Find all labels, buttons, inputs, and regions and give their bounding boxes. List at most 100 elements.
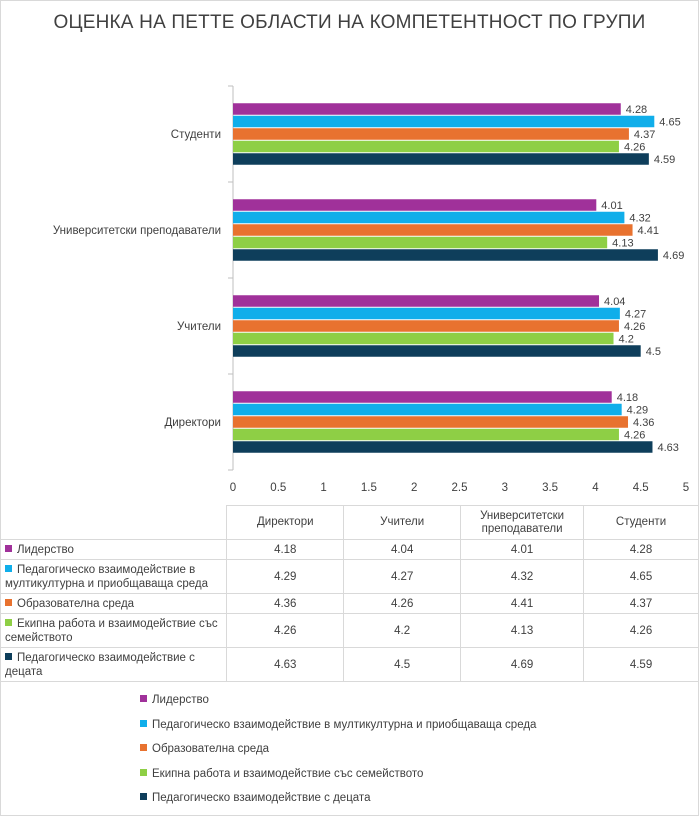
bar	[233, 224, 633, 236]
table-row: Педагогическо взаимодействие в мултикулту…	[0, 559, 699, 594]
legend-item: Образователна среда	[140, 737, 536, 762]
bar	[233, 320, 619, 332]
table-column-header-line: Учители	[380, 516, 425, 528]
data-label: 4.27	[625, 308, 646, 320]
table-row-label-text: Лидерство	[17, 543, 74, 556]
table-cell: 4.41	[460, 593, 585, 614]
data-label: 4.29	[627, 404, 648, 416]
data-label: 4.26	[624, 429, 645, 441]
legend-key-swatch	[5, 618, 12, 626]
table-column-header-line: Студенти	[615, 516, 667, 528]
bar-chart-plot: 0 0.5 1 1.5 2 2.5 3 3.5 4 4.5 5Директори4.184.294.…	[53, 85, 689, 494]
table-cell: 4.5	[343, 647, 462, 682]
bar	[233, 199, 597, 211]
bar	[233, 153, 649, 165]
legend-label: Лидерство	[152, 694, 209, 706]
legend-item: Педагогическо взаимодействие в мултикулт…	[140, 713, 536, 738]
table-corner	[0, 505, 228, 540]
bar	[233, 345, 641, 357]
legend-label: Педагогическо взаимодействие с децата	[152, 792, 371, 804]
legend-key-swatch	[140, 768, 147, 776]
legend-key-swatch	[140, 695, 147, 702]
table-column-header: Университетски преподаватели	[460, 505, 585, 540]
table-column-header-line: Директори	[257, 516, 314, 528]
legend-label: Екипна работа и взаимодействие със семей…	[152, 767, 424, 780]
category-label: Учители	[177, 321, 221, 333]
bar	[233, 403, 622, 416]
table-cell: 4.04	[343, 539, 462, 560]
table-row-label: Лидерство	[0, 539, 228, 560]
legend-item: Лидерство	[140, 688, 536, 713]
data-table: Директори Учители Университетски преподават…	[0, 505, 699, 682]
bar	[233, 441, 653, 453]
table-row: Образователна среда 4.36 4.26 4.41 4.37	[0, 593, 699, 614]
legend-item: Екипна работа и взаимодействие със семей…	[140, 762, 536, 787]
data-label: 4.32	[629, 212, 650, 224]
bar	[233, 307, 620, 320]
table-cell: 4.63	[226, 647, 345, 682]
table-cell: 4.26	[226, 613, 345, 648]
table-row-label-text: Образователна среда	[17, 597, 135, 610]
x-tick-label: 4.5	[633, 482, 649, 494]
data-label: 4.26	[624, 141, 645, 153]
data-label: 4.5	[646, 346, 661, 358]
data-label: 4.59	[654, 154, 675, 166]
table-column-header: Студенти	[583, 505, 699, 540]
table-cell: 4.36	[226, 593, 345, 614]
table-column-header-line: Университетски	[480, 509, 565, 522]
category-label: Директори	[164, 417, 221, 429]
legend-key-swatch	[5, 652, 12, 660]
legend-item: Педагогическо взаимодействие с децата	[140, 786, 536, 811]
table-row-label-line: Педагогическо взаимодействие с	[5, 651, 226, 665]
data-label: 4.69	[663, 250, 684, 262]
table-cell: 4.69	[460, 647, 585, 682]
bar	[233, 236, 608, 249]
table-row: Педагогическо взаимодействие с децата 4.63…	[0, 647, 699, 682]
legend-key-swatch	[140, 719, 147, 727]
x-tick-label: 2.5	[452, 482, 468, 494]
data-label: 4.28	[626, 104, 647, 116]
data-label: 4.37	[634, 129, 655, 141]
bar	[233, 391, 612, 403]
table-row: Екипна работа и взаимодействие със семейс…	[0, 613, 699, 648]
table-column-header: Учители	[343, 505, 462, 540]
x-tick-label: 0.5	[270, 482, 286, 494]
x-tick-label: 3.5	[542, 482, 558, 494]
x-tick-label: 2	[411, 482, 417, 494]
table-row: Лидерство 4.18 4.04 4.01 4.28	[0, 539, 699, 560]
chart-legend: Лидерство Педагогическо взаимодействие в …	[140, 688, 536, 811]
x-tick-label: 4	[592, 482, 599, 494]
x-tick-label: 1.5	[361, 482, 377, 494]
table-column-header: Директори	[226, 505, 345, 540]
table-row-label-line: децата	[5, 665, 226, 679]
table-row-label-line: Лидерство	[5, 543, 226, 557]
data-label: 4.26	[624, 321, 645, 333]
table-row-label-text: Педагогическо взаимодействие с	[17, 651, 195, 664]
table-row-label-text: Екипна работа и взаимодействие със	[17, 617, 218, 630]
x-tick-label: 5	[683, 482, 689, 494]
table-cell: 4.26	[583, 613, 699, 648]
table-cell: 4.01	[460, 539, 585, 560]
table-cell: 4.28	[583, 539, 699, 560]
table-row-label-line: Педагогическо взаимодействие в	[5, 563, 226, 577]
table-row-label-line: Екипна работа и взаимодействие със	[5, 617, 226, 631]
table-cell: 4.26	[343, 593, 462, 614]
table-column-header-line: преподаватели	[481, 522, 563, 535]
data-label: 4.2	[619, 333, 634, 345]
bar	[233, 332, 614, 345]
table-cell: 4.2	[343, 613, 462, 648]
table-cell: 4.37	[583, 593, 699, 614]
table-cell: 4.32	[460, 559, 585, 594]
table-row-label: Екипна работа и взаимодействие със семейс…	[0, 613, 228, 648]
table-row-label-text: семейството	[5, 631, 73, 644]
data-label: 4.41	[638, 225, 659, 237]
legend-key-swatch	[5, 544, 12, 552]
chart-title: ОЦЕНКА НА ПЕТТЕ ОБЛАСТИ НА КОМПЕТЕНТНОСТ…	[53, 12, 646, 33]
data-label: 4.04	[604, 296, 625, 308]
x-tick-label: 3	[502, 482, 508, 494]
legend-key-swatch	[140, 744, 147, 751]
data-label: 4.36	[633, 417, 654, 429]
table-cell: 4.18	[226, 539, 345, 560]
table-cell: 4.13	[460, 613, 585, 648]
bar	[233, 295, 600, 307]
